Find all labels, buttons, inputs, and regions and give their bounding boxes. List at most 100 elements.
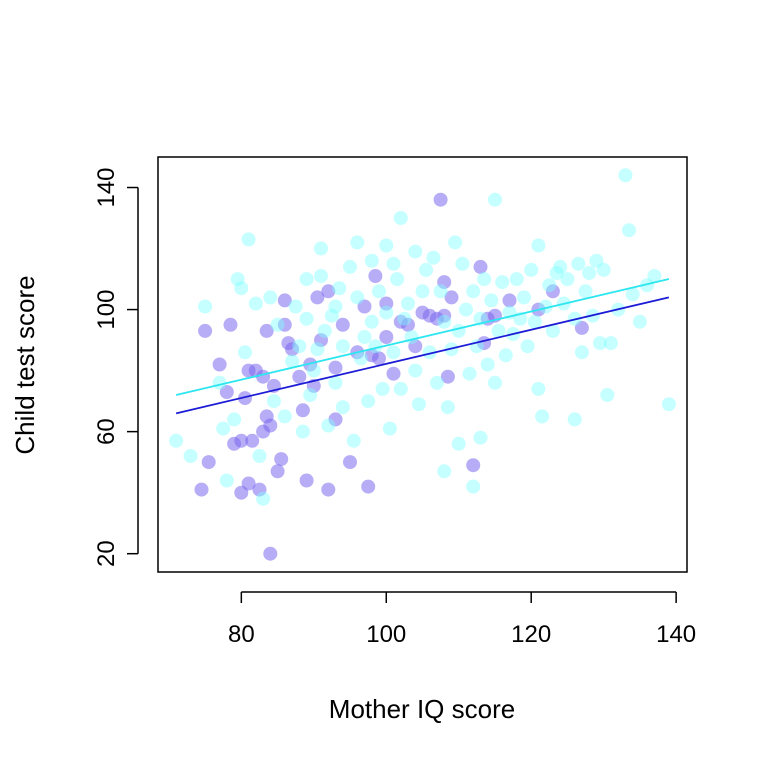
data-point bbox=[238, 391, 252, 406]
data-point bbox=[401, 296, 415, 311]
fit-line-dark bbox=[175, 296, 670, 415]
data-point bbox=[292, 369, 307, 384]
data-point bbox=[390, 272, 405, 287]
data-point bbox=[603, 336, 618, 351]
data-point bbox=[361, 394, 376, 409]
data-point bbox=[509, 272, 524, 287]
data-point bbox=[430, 375, 444, 390]
data-point bbox=[234, 433, 249, 448]
data-point bbox=[198, 299, 213, 314]
data-point bbox=[437, 275, 452, 290]
data-point bbox=[241, 232, 256, 247]
data-point bbox=[194, 482, 209, 497]
data-point bbox=[408, 339, 423, 354]
data-point bbox=[285, 342, 300, 357]
data-point bbox=[324, 308, 339, 323]
data-point bbox=[473, 259, 488, 274]
data-point bbox=[466, 458, 481, 473]
data-point bbox=[266, 394, 281, 409]
data-point bbox=[520, 339, 535, 354]
data-point bbox=[437, 464, 452, 479]
data-point bbox=[295, 403, 310, 418]
data-point bbox=[368, 269, 383, 283]
data-point bbox=[353, 351, 368, 366]
data-point bbox=[256, 369, 271, 384]
data-point bbox=[531, 381, 546, 396]
data-point bbox=[502, 293, 517, 308]
data-point bbox=[433, 284, 448, 299]
data-point bbox=[473, 430, 488, 445]
data-point bbox=[538, 299, 553, 314]
data-point bbox=[223, 317, 238, 332]
data-point bbox=[263, 290, 278, 305]
data-point bbox=[517, 290, 531, 305]
data-point bbox=[491, 323, 506, 338]
data-point bbox=[535, 409, 550, 424]
data-point bbox=[375, 381, 390, 396]
y-axis-label: Child test score bbox=[10, 275, 40, 454]
data-point bbox=[382, 421, 397, 436]
data-point bbox=[248, 296, 263, 311]
data-point bbox=[343, 259, 357, 274]
data-point bbox=[582, 266, 597, 280]
data-point bbox=[314, 333, 328, 348]
data-point bbox=[303, 388, 318, 402]
data-point bbox=[169, 433, 184, 448]
data-point bbox=[328, 299, 343, 314]
data-point bbox=[299, 311, 314, 326]
data-point bbox=[593, 336, 607, 351]
data-point bbox=[259, 323, 274, 338]
x-tick-label: 120 bbox=[511, 621, 551, 648]
data-point bbox=[422, 345, 437, 360]
data-point bbox=[480, 357, 495, 372]
data-point bbox=[589, 253, 604, 268]
data-point bbox=[335, 400, 350, 415]
data-point bbox=[310, 290, 325, 305]
data-point bbox=[531, 238, 546, 253]
data-point bbox=[277, 409, 292, 424]
data-point bbox=[198, 323, 213, 338]
data-point bbox=[401, 317, 415, 332]
data-point bbox=[625, 287, 640, 302]
data-point bbox=[444, 290, 459, 305]
data-point bbox=[393, 211, 408, 225]
data-point bbox=[317, 323, 332, 338]
data-point bbox=[488, 192, 502, 207]
data-point bbox=[346, 433, 361, 448]
data-point bbox=[234, 281, 249, 296]
data-point bbox=[527, 314, 542, 329]
data-point bbox=[459, 302, 473, 317]
data-point bbox=[343, 455, 357, 470]
data-point bbox=[433, 192, 448, 207]
data-point bbox=[632, 314, 647, 329]
data-point bbox=[364, 253, 379, 268]
x-axis-label: Mother IQ score bbox=[329, 694, 515, 724]
data-point bbox=[299, 272, 314, 287]
y-tick-label: 140 bbox=[93, 167, 120, 207]
data-point bbox=[245, 433, 260, 448]
data-point bbox=[397, 311, 412, 326]
data-point bbox=[553, 259, 568, 274]
data-point bbox=[647, 269, 662, 283]
data-point bbox=[574, 320, 589, 335]
y-tick-label: 20 bbox=[93, 540, 120, 567]
data-point bbox=[419, 262, 434, 277]
fit-line-light bbox=[175, 278, 670, 396]
data-point bbox=[411, 397, 426, 412]
data-point bbox=[426, 250, 441, 265]
data-point bbox=[270, 464, 285, 479]
data-point bbox=[310, 342, 325, 357]
fit-lines-layer bbox=[175, 278, 670, 415]
data-point bbox=[549, 266, 564, 280]
data-point bbox=[252, 482, 267, 497]
data-point bbox=[277, 317, 292, 332]
data-point bbox=[451, 323, 466, 338]
data-point bbox=[386, 345, 401, 360]
data-point bbox=[357, 330, 372, 344]
data-point bbox=[299, 473, 314, 488]
data-point bbox=[440, 400, 455, 415]
data-point bbox=[277, 293, 292, 308]
data-point bbox=[524, 262, 539, 277]
data-point bbox=[545, 284, 560, 299]
data-point bbox=[285, 354, 300, 369]
